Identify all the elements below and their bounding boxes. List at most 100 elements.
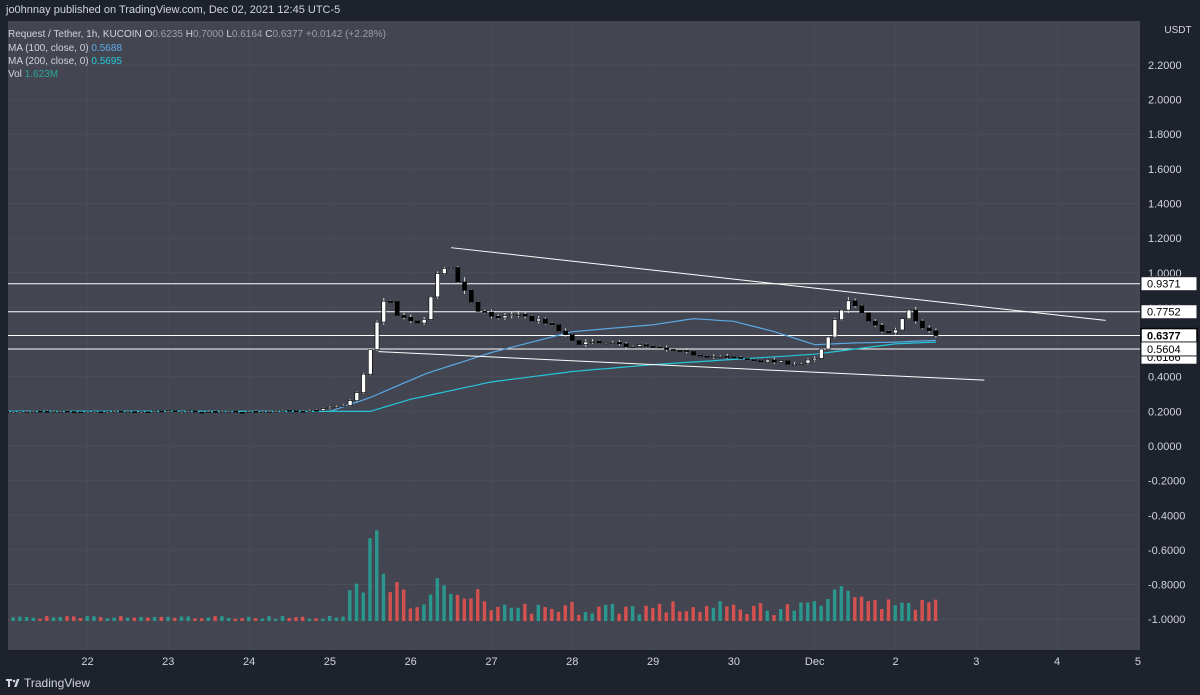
candle-body — [711, 356, 717, 358]
candle-body — [697, 354, 703, 357]
volume-bar — [381, 573, 386, 621]
volume-bar — [469, 598, 473, 621]
price-tick-label: 1.6000 — [1148, 164, 1182, 176]
tradingview-brand[interactable]: TradingView — [24, 676, 91, 690]
volume-bar — [361, 592, 365, 621]
price-tick-label: 1.4000 — [1148, 199, 1182, 211]
volume-bar — [826, 598, 830, 621]
candle-body — [354, 392, 360, 401]
volume-bar — [704, 606, 709, 621]
candle-body — [179, 411, 185, 413]
tradingview-logo-icon[interactable] — [6, 678, 20, 688]
legend-ohlc-value: 0.6164 — [232, 29, 265, 40]
volume-bar — [240, 618, 244, 621]
time-axis[interactable] — [8, 650, 1140, 672]
volume-bar — [408, 608, 413, 621]
candle-body — [381, 300, 387, 323]
volume-bar — [78, 617, 83, 621]
candle-body — [166, 410, 171, 413]
currency-label[interactable]: USDT — [1164, 25, 1191, 36]
volume-bar — [92, 616, 96, 621]
volume-bar — [529, 613, 534, 621]
volume-bar — [233, 618, 238, 621]
volume-bar — [651, 607, 655, 621]
volume-bar — [624, 606, 628, 621]
candle-body — [576, 340, 582, 345]
volume-bar — [341, 616, 345, 621]
volume-bar — [745, 614, 749, 621]
volume-bar — [247, 616, 251, 621]
candle-body — [132, 411, 137, 413]
volume-bar — [415, 607, 419, 621]
candle-body — [691, 351, 696, 356]
candle-body — [509, 314, 515, 317]
candle-body — [482, 311, 488, 313]
volume-bar — [146, 617, 150, 621]
candle-body — [374, 321, 380, 350]
candle-body — [771, 359, 777, 363]
volume-bar — [85, 616, 89, 621]
trendline[interactable] — [378, 351, 985, 381]
candle-body — [300, 410, 306, 413]
candle-body — [475, 301, 481, 312]
candle-body — [260, 411, 265, 413]
volume-bar — [476, 589, 480, 621]
volume-bar — [819, 605, 823, 621]
candle-body — [139, 411, 144, 414]
volume-bar — [873, 600, 877, 621]
volume-bar — [577, 614, 581, 621]
candle-body — [58, 410, 63, 413]
volume-bar — [435, 578, 440, 621]
candle-body — [206, 410, 211, 413]
volume-bar — [388, 592, 392, 621]
publisher-header: jo0hnnay published on TradingView.com, D… — [0, 0, 1200, 20]
time-tick-label: Dec — [805, 656, 825, 668]
candle-body — [846, 300, 851, 311]
candle-body — [442, 268, 447, 274]
candlesticks — [8, 266, 939, 414]
candle-body — [98, 411, 104, 413]
candle-body — [677, 350, 683, 352]
volume-bar — [630, 606, 635, 621]
volume-bar — [206, 617, 211, 621]
volume-bar — [859, 596, 864, 621]
candle-body — [421, 319, 427, 324]
price-chart[interactable]: 2.20002.00001.80001.60001.40001.20001.00… — [8, 21, 1200, 672]
legend-change: +0.0142 (+2.28%) — [306, 29, 386, 40]
legend-indicator-label: MA (200, close, 0) — [8, 56, 91, 67]
volume-bar — [132, 617, 137, 621]
volume-bar — [812, 601, 817, 621]
volume-bar — [550, 608, 554, 621]
time-tick-label: 5 — [1135, 656, 1141, 668]
price-tick-label: 0.4000 — [1148, 372, 1182, 384]
volume-bar — [927, 602, 931, 621]
volume-bar — [213, 616, 217, 621]
candle-body — [428, 296, 434, 320]
candle-body — [798, 362, 804, 365]
volume-bar — [159, 616, 163, 621]
volume-bar — [839, 586, 844, 621]
trendlines[interactable] — [378, 247, 1106, 381]
volume-bar — [11, 617, 15, 621]
price-label-value: 0.5604 — [1147, 344, 1181, 356]
legend-ohlc-key: O — [145, 29, 153, 40]
candle-body — [684, 350, 690, 352]
candle-body — [11, 411, 16, 414]
legend-indicator-label: Vol — [8, 69, 25, 80]
price-label-box — [1140, 304, 1198, 320]
volume-bar — [348, 590, 352, 621]
volume-bar — [684, 611, 689, 621]
candle-body — [361, 373, 366, 393]
candle-body — [394, 301, 400, 316]
candle-body — [253, 410, 259, 413]
candle-body — [118, 410, 124, 413]
candle-body — [825, 336, 831, 350]
trendline[interactable] — [451, 247, 1106, 321]
volume-bar — [617, 613, 621, 621]
volume-bar — [671, 601, 675, 621]
candle-body — [408, 316, 414, 322]
candle-body — [839, 309, 844, 321]
volume-bar — [260, 618, 264, 621]
volume-bar — [18, 616, 22, 621]
